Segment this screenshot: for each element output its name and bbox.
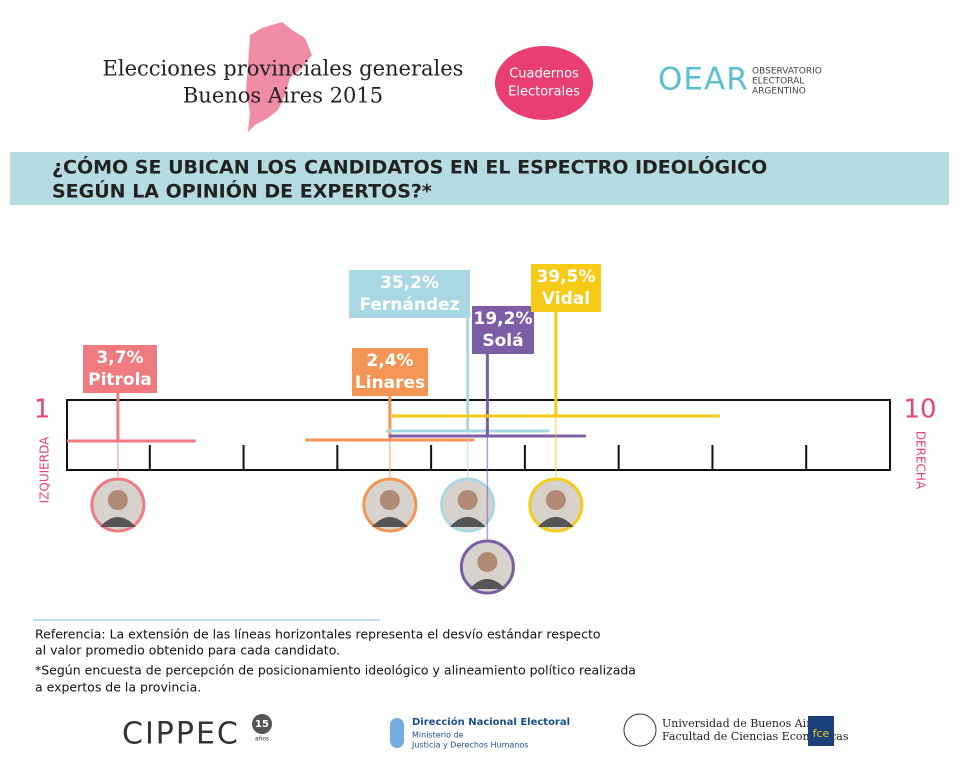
value-label: 3,7% [96,348,143,368]
label-box [349,270,470,318]
label-box [531,264,601,312]
label-box [83,345,157,393]
oear-logo: OEAR [658,62,749,98]
photo-body [99,517,136,527]
footnote: *Según encuesta de percepción de posicio… [35,663,636,678]
reference: al valor promedio obtenido para cada can… [35,643,340,658]
photo-head [477,552,498,572]
candidate-name: Solá [482,331,523,351]
badge-text: Cuadernos [509,67,579,82]
left-label: IZQUIERDA [38,436,52,503]
banner [10,152,949,205]
photo-head [107,490,128,510]
dne-shield [390,718,404,748]
value-label: 35,2% [380,273,439,293]
badge [495,46,593,120]
photo-body [469,579,506,589]
uba-text: Facultad de Ciencias Económicas [662,730,849,743]
fce-logo [808,716,834,746]
right-label: DERECHA [914,431,928,490]
badge-text: Electorales [508,85,580,100]
candidate-name: Vidal [542,289,590,309]
footnote: a expertos de la provincia. [35,680,201,695]
photo-head [457,490,478,510]
candidate-name: Fernández [359,295,459,315]
label-box [472,306,534,354]
value-label: 2,4% [366,351,413,371]
photo-head [545,490,566,510]
candidate-name: Linares [355,373,425,393]
axis-min-label: 1 [34,395,51,425]
cippec-years: 15 [255,719,269,730]
header-title: Buenos Aires 2015 [183,84,383,108]
axis-max-label: 10 [903,395,936,425]
candidate-name: Pitrola [88,370,152,390]
header-title: Elecciones provinciales generales [103,57,464,81]
photo-body [371,517,408,527]
scale-box [66,399,891,471]
value-label: 19,2% [474,309,533,329]
fce-text: fce [813,727,830,740]
photo-body [537,517,574,527]
dne-sub: Justicia y Derechos Humanos [411,741,528,750]
chart-title: SEGÚN LA OPINIÓN DE EXPERTOS?* [52,179,432,203]
photo-body [449,517,486,527]
cippec-badge [252,714,272,734]
uba-text: Universidad de Buenos Aires [662,717,824,730]
uba-seal [623,713,657,747]
photo-head [379,490,400,510]
reference: Referencia: La extensión de las líneas h… [35,627,601,642]
dne-title: Dirección Nacional Electoral [412,716,570,728]
oear-text: ELECTORAL [752,77,804,87]
dne-sub: Ministerio de [412,731,464,740]
cippec-logo: CIPPEC [122,717,240,752]
label-box [352,348,428,396]
oear-text: OBSERVATORIO [752,67,822,77]
value-label: 39,5% [537,267,596,287]
oear-text: ARGENTINO [752,87,806,97]
province-map [246,22,312,132]
cippec-years-word: años [255,736,269,743]
chart-title: ¿CÓMO SE UBICAN LOS CANDIDATOS EN EL ESP… [52,155,767,179]
